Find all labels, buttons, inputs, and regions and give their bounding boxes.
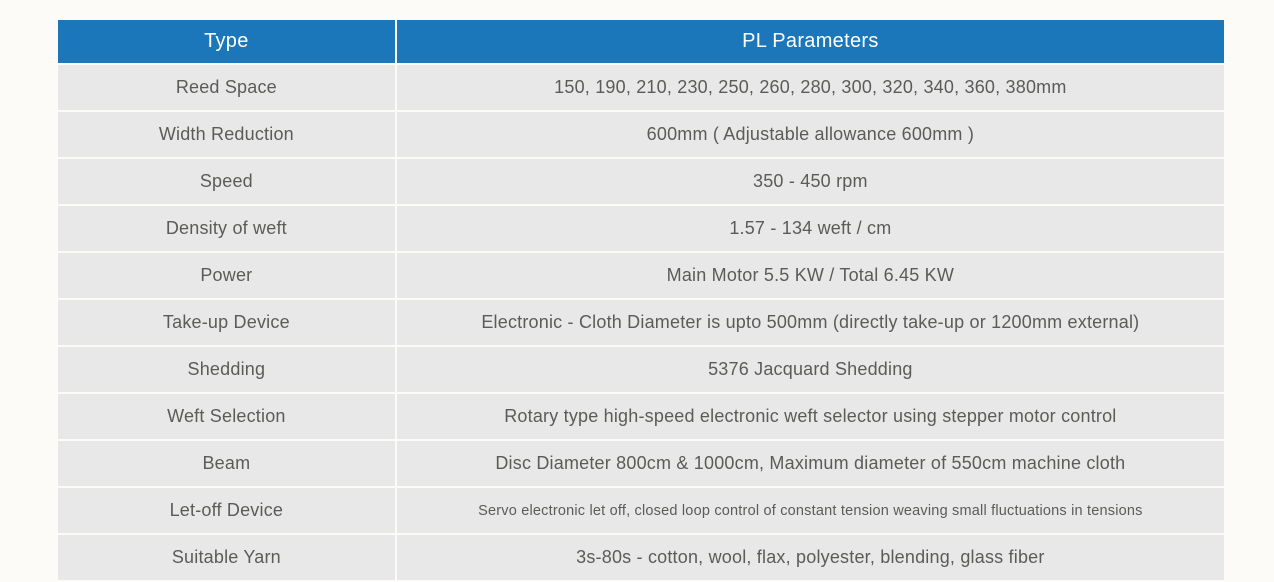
cell-type: Take-up Device xyxy=(57,299,396,346)
cell-type: Let-off Device xyxy=(57,487,396,534)
cell-parameter: 5376 Jacquard Shedding xyxy=(396,346,1225,393)
cell-type: Speed xyxy=(57,158,396,205)
table-row: Suitable Yarn3s-80s - cotton, wool, flax… xyxy=(57,534,1225,581)
table-row: PowerMain Motor 5.5 KW / Total 6.45 KW xyxy=(57,252,1225,299)
table-row: BeamDisc Diameter 800cm & 1000cm, Maximu… xyxy=(57,440,1225,487)
cell-type: Shedding xyxy=(57,346,396,393)
cell-parameter: Servo electronic let off, closed loop co… xyxy=(396,487,1225,534)
table-row: Shedding5376 Jacquard Shedding xyxy=(57,346,1225,393)
cell-parameter: 600mm ( Adjustable allowance 600mm ) xyxy=(396,111,1225,158)
cell-parameter: 150, 190, 210, 230, 250, 260, 280, 300, … xyxy=(396,64,1225,111)
cell-parameter: Rotary type high-speed electronic weft s… xyxy=(396,393,1225,440)
cell-parameter: 350 - 450 rpm xyxy=(396,158,1225,205)
table-row: Let-off DeviceServo electronic let off, … xyxy=(57,487,1225,534)
table-header-row: Type PL Parameters xyxy=(57,19,1225,64)
cell-type: Reed Space xyxy=(57,64,396,111)
cell-parameter: Main Motor 5.5 KW / Total 6.45 KW xyxy=(396,252,1225,299)
cell-type: Beam xyxy=(57,440,396,487)
cell-type: Power xyxy=(57,252,396,299)
table-row: Density of weft1.57 - 134 weft / cm xyxy=(57,205,1225,252)
table-row: Take-up DeviceElectronic - Cloth Diamete… xyxy=(57,299,1225,346)
table-row: Reed Space150, 190, 210, 230, 250, 260, … xyxy=(57,64,1225,111)
cell-type: Weft Selection xyxy=(57,393,396,440)
col-header-parameters: PL Parameters xyxy=(396,19,1225,64)
cell-type: Density of weft xyxy=(57,205,396,252)
cell-parameter: 1.57 - 134 weft / cm xyxy=(396,205,1225,252)
cell-type: Suitable Yarn xyxy=(57,534,396,581)
cell-parameter: Disc Diameter 800cm & 1000cm, Maximum di… xyxy=(396,440,1225,487)
cell-parameter: 3s-80s - cotton, wool, flax, polyester, … xyxy=(396,534,1225,581)
table-row: Width Reduction600mm ( Adjustable allowa… xyxy=(57,111,1225,158)
cell-parameter: Electronic - Cloth Diameter is upto 500m… xyxy=(396,299,1225,346)
spec-table: Type PL Parameters Reed Space150, 190, 2… xyxy=(56,18,1226,582)
cell-type: Width Reduction xyxy=(57,111,396,158)
col-header-type: Type xyxy=(57,19,396,64)
table-row: Speed350 - 450 rpm xyxy=(57,158,1225,205)
table-row: Weft SelectionRotary type high-speed ele… xyxy=(57,393,1225,440)
